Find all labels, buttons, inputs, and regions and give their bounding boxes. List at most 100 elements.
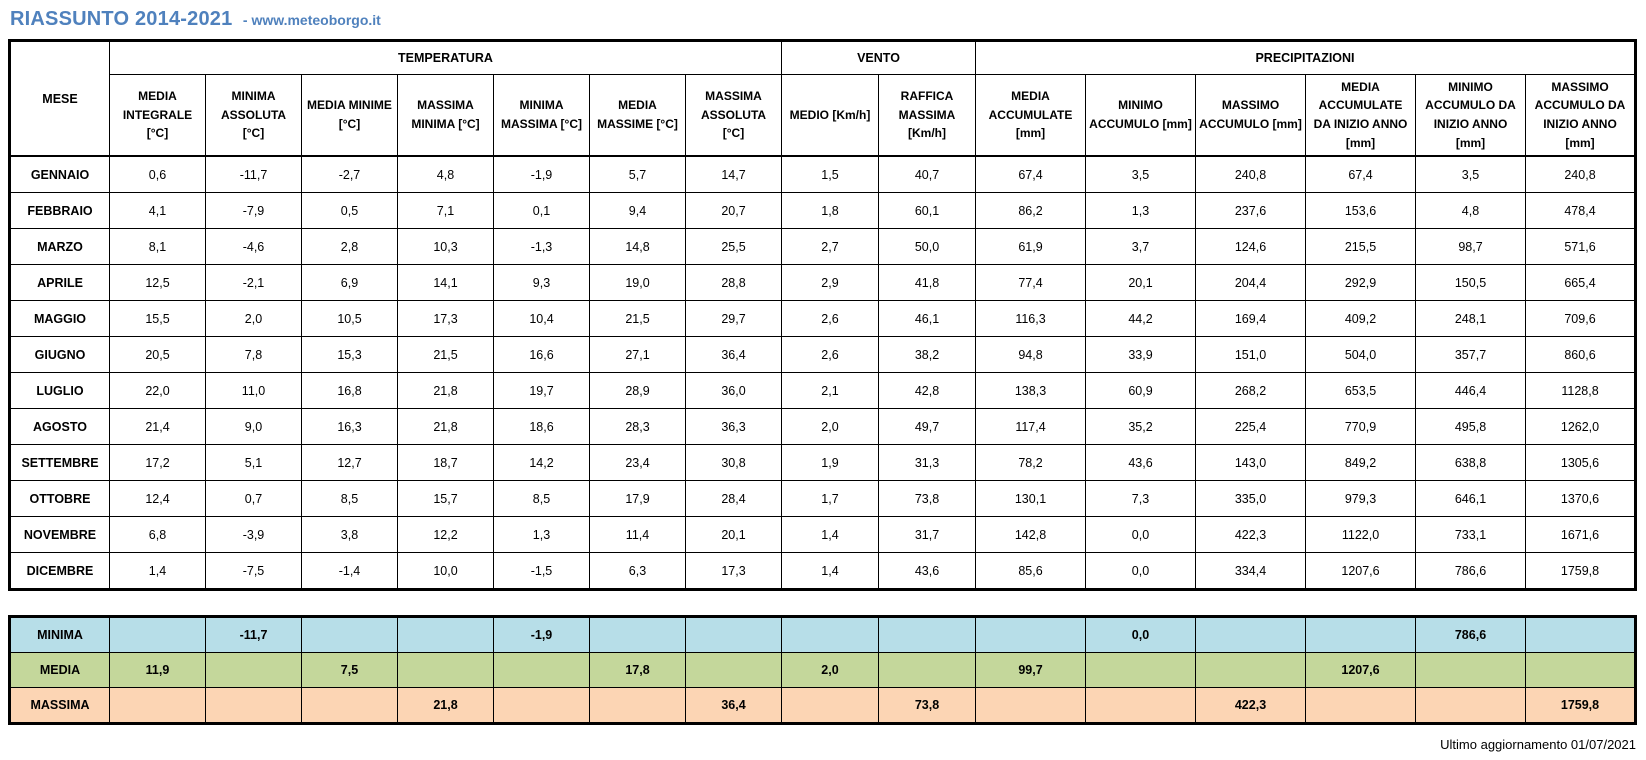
table-cell: 21,4 bbox=[109, 408, 206, 445]
table-cell: 495,8 bbox=[1415, 408, 1526, 445]
summary-cell bbox=[685, 652, 782, 688]
group-header: PRECIPITAZIONI bbox=[975, 40, 1636, 75]
summary-cell: -11,7 bbox=[205, 616, 302, 653]
group-header: TEMPERATURA bbox=[109, 40, 782, 75]
summary-cell bbox=[1195, 616, 1306, 653]
table-cell: 33,9 bbox=[1085, 336, 1196, 373]
table-cell: 5,1 bbox=[205, 444, 302, 481]
table-cell: 20,1 bbox=[1085, 264, 1196, 301]
table-cell: 6,9 bbox=[301, 264, 398, 301]
table-cell: 28,3 bbox=[589, 408, 686, 445]
table-row: LUGLIO 22,0 11,0 16,8 21,8 19,7 28,9 36,0 2,1 42,… bbox=[9, 372, 1636, 409]
table-cell: 16,3 bbox=[301, 408, 398, 445]
table-cell: 31,7 bbox=[878, 516, 976, 553]
table-cell: 204,4 bbox=[1195, 264, 1306, 301]
table-cell: 43,6 bbox=[878, 552, 976, 590]
month-cell: DICEMBRE bbox=[9, 552, 110, 590]
table-row: SETTEMBRE 17,2 5,1 12,7 18,7 14,2 23,4 30,8 1,9 3… bbox=[9, 444, 1636, 481]
table-cell: 335,0 bbox=[1195, 480, 1306, 517]
table-cell: 38,2 bbox=[878, 336, 976, 373]
table-cell: 44,2 bbox=[1085, 300, 1196, 337]
table-cell: 422,3 bbox=[1195, 516, 1306, 553]
month-cell: OTTOBRE bbox=[9, 480, 110, 517]
table-cell: 665,4 bbox=[1525, 264, 1636, 301]
monthly-data-table: MESE TEMPERATURA VENTO PRECIPITAZIONI MEDIA … bbox=[8, 39, 1637, 591]
column-header: MASSIMO ACCUMULO [mm] bbox=[1195, 74, 1306, 157]
column-header-row: MEDIA INTEGRALE [°C] MINIMA ASSOLUTA [°C]… bbox=[10, 74, 1636, 157]
summary-cell bbox=[589, 687, 686, 724]
month-cell: APRILE bbox=[9, 264, 110, 301]
month-cell: SETTEMBRE bbox=[9, 444, 110, 481]
table-cell: 770,9 bbox=[1305, 408, 1416, 445]
summary-cell: 73,8 bbox=[878, 687, 976, 724]
summary-cell: -1,9 bbox=[493, 616, 590, 653]
table-cell: 2,9 bbox=[781, 264, 879, 301]
table-cell: 478,4 bbox=[1525, 192, 1636, 229]
column-header-mese: MESE bbox=[9, 40, 110, 157]
table-cell: 1,5 bbox=[781, 155, 879, 193]
table-cell: 14,7 bbox=[685, 155, 782, 193]
table-cell: 9,0 bbox=[205, 408, 302, 445]
summary-cell bbox=[493, 687, 590, 724]
table-cell: 42,8 bbox=[878, 372, 976, 409]
table-cell: 6,8 bbox=[109, 516, 206, 553]
summary-cell bbox=[205, 652, 302, 688]
table-cell: -3,9 bbox=[205, 516, 302, 553]
table-cell: 3,7 bbox=[1085, 228, 1196, 265]
summary-cell: 422,3 bbox=[1195, 687, 1306, 724]
table-cell: 61,9 bbox=[975, 228, 1086, 265]
table-cell: 2,0 bbox=[205, 300, 302, 337]
table-cell: 40,7 bbox=[878, 155, 976, 193]
summary-row: MEDIA 11,9 7,5 17,8 2,0 99,7 1207,6 bbox=[9, 652, 1636, 688]
summary-cell: 1759,8 bbox=[1525, 687, 1636, 724]
summary-cell bbox=[1085, 652, 1196, 688]
table-cell: 21,5 bbox=[397, 336, 494, 373]
summary-row: MASSIMA 21,8 36,4 73,8 422,3 1759,8 bbox=[9, 687, 1636, 724]
summary-cell bbox=[589, 616, 686, 653]
table-cell: 0,0 bbox=[1085, 552, 1196, 590]
table-cell: -1,5 bbox=[493, 552, 590, 590]
summary-cell bbox=[878, 616, 976, 653]
table-row: DICEMBRE 1,4 -7,5 -1,4 10,0 -1,5 6,3 17,3 1,4 43,… bbox=[9, 552, 1636, 590]
table-row: OTTOBRE 12,4 0,7 8,5 15,7 8,5 17,9 28,4 1,7 73,8 1… bbox=[9, 480, 1636, 517]
table-cell: 78,2 bbox=[975, 444, 1086, 481]
month-cell: FEBBRAIO bbox=[9, 192, 110, 229]
summary-cell bbox=[878, 652, 976, 688]
table-cell: 41,8 bbox=[878, 264, 976, 301]
column-header: MEDIO [Km/h] bbox=[781, 74, 879, 157]
table-cell: 4,8 bbox=[397, 155, 494, 193]
table-cell: 20,7 bbox=[685, 192, 782, 229]
table-cell: 849,2 bbox=[1305, 444, 1416, 481]
title-line: RIASSUNTO 2014-2021 - www.meteoborgo.it bbox=[10, 8, 1638, 31]
table-cell: 36,0 bbox=[685, 372, 782, 409]
table-cell: 20,1 bbox=[685, 516, 782, 553]
summary-cell bbox=[301, 687, 398, 724]
table-cell: 1,3 bbox=[493, 516, 590, 553]
table-cell: 19,7 bbox=[493, 372, 590, 409]
table-cell: 10,5 bbox=[301, 300, 398, 337]
summary-cell bbox=[1415, 652, 1526, 688]
summary-cell bbox=[781, 687, 879, 724]
table-cell: 9,3 bbox=[493, 264, 590, 301]
table-cell: 2,0 bbox=[781, 408, 879, 445]
table-cell: -2,1 bbox=[205, 264, 302, 301]
table-cell: -11,7 bbox=[205, 155, 302, 193]
table-cell: 357,7 bbox=[1415, 336, 1526, 373]
table-cell: 31,3 bbox=[878, 444, 976, 481]
table-row: FEBBRAIO 4,1 -7,9 0,5 7,1 0,1 9,4 20,7 1,8 60,1 86… bbox=[9, 192, 1636, 229]
table-cell: 5,7 bbox=[589, 155, 686, 193]
table-cell: 979,3 bbox=[1305, 480, 1416, 517]
table-cell: 6,3 bbox=[589, 552, 686, 590]
table-cell: 17,9 bbox=[589, 480, 686, 517]
table-cell: 248,1 bbox=[1415, 300, 1526, 337]
summary-cell: 17,8 bbox=[589, 652, 686, 688]
table-cell: 268,2 bbox=[1195, 372, 1306, 409]
table-cell: 27,1 bbox=[589, 336, 686, 373]
table-cell: 85,6 bbox=[975, 552, 1086, 590]
table-cell: 12,7 bbox=[301, 444, 398, 481]
table-cell: 1,3 bbox=[1085, 192, 1196, 229]
summary-cell bbox=[493, 652, 590, 688]
table-cell: 14,1 bbox=[397, 264, 494, 301]
table-cell: 10,0 bbox=[397, 552, 494, 590]
table-cell: 18,6 bbox=[493, 408, 590, 445]
